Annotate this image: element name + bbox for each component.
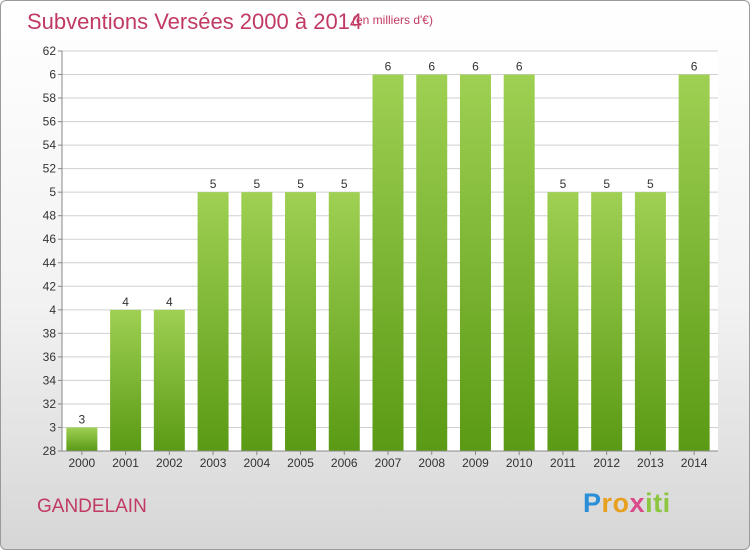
data-label: 6 xyxy=(516,60,523,74)
bar xyxy=(153,309,185,451)
x-tick-label: 2005 xyxy=(287,456,314,470)
data-label: 5 xyxy=(603,177,610,191)
x-tick-label: 2008 xyxy=(418,456,445,470)
x-tick-label: 2007 xyxy=(375,456,402,470)
y-tick-label: 38 xyxy=(43,326,57,340)
data-label: 5 xyxy=(253,177,260,191)
bar xyxy=(66,427,98,451)
data-label: 6 xyxy=(428,60,435,74)
y-tick-label: 58 xyxy=(43,91,57,105)
data-label: 3 xyxy=(79,412,86,426)
data-label: 5 xyxy=(560,177,567,191)
x-tick-label: 2009 xyxy=(462,456,489,470)
y-tick-label: 42 xyxy=(43,279,57,293)
y-tick-label: 32 xyxy=(43,397,57,411)
bar xyxy=(547,192,579,452)
y-tick-label: 56 xyxy=(43,115,57,129)
proxiti-logo: Proxiti xyxy=(583,488,671,518)
data-label: 5 xyxy=(647,177,654,191)
bar xyxy=(591,192,623,452)
chart-unit: (en milliers d'€) xyxy=(352,13,433,27)
y-tick-label: 3 xyxy=(49,420,56,434)
x-tick-label: 2014 xyxy=(681,456,708,470)
data-label: 4 xyxy=(166,295,173,309)
y-tick-label: 6 xyxy=(49,68,56,82)
data-label: 5 xyxy=(341,177,348,191)
y-tick-label: 5 xyxy=(49,185,56,199)
data-label: 5 xyxy=(210,177,217,191)
bar xyxy=(634,192,666,452)
x-tick-label: 2001 xyxy=(112,456,139,470)
bar xyxy=(328,192,360,452)
x-tick-label: 2013 xyxy=(637,456,664,470)
bar xyxy=(241,192,273,452)
commune-name: GANDELAIN xyxy=(37,496,147,517)
x-tick-label: 2002 xyxy=(156,456,183,470)
chart-title: Subventions Versées 2000 à 2014 xyxy=(27,9,363,34)
y-tick-label: 34 xyxy=(43,373,57,387)
x-tick-label: 2003 xyxy=(200,456,227,470)
bar xyxy=(197,192,229,452)
x-tick-label: 2012 xyxy=(593,456,620,470)
bar xyxy=(678,74,710,451)
data-label: 5 xyxy=(297,177,304,191)
y-tick-label: 28 xyxy=(43,444,57,458)
y-tick-label: 54 xyxy=(43,138,57,152)
x-tick-label: 2000 xyxy=(69,456,96,470)
y-tick-label: 48 xyxy=(43,209,57,223)
data-label: 6 xyxy=(385,60,392,74)
bar xyxy=(416,74,448,451)
x-tick-label: 2011 xyxy=(550,456,576,470)
y-tick-label: 62 xyxy=(43,44,57,58)
data-label: 6 xyxy=(472,60,479,74)
data-label: 4 xyxy=(122,295,129,309)
bar xyxy=(372,74,404,451)
x-tick-label: 2010 xyxy=(506,456,533,470)
bar xyxy=(285,192,317,452)
x-tick-label: 2006 xyxy=(331,456,358,470)
x-tick-label: 2004 xyxy=(243,456,270,470)
y-tick-label: 4 xyxy=(49,303,56,317)
y-tick-label: 36 xyxy=(43,350,57,364)
bar xyxy=(503,74,535,451)
bar xyxy=(110,309,142,451)
bar xyxy=(459,74,491,451)
data-label: 6 xyxy=(691,60,698,74)
y-tick-label: 44 xyxy=(43,256,57,270)
y-tick-label: 46 xyxy=(43,232,57,246)
y-tick-label: 52 xyxy=(43,162,57,176)
